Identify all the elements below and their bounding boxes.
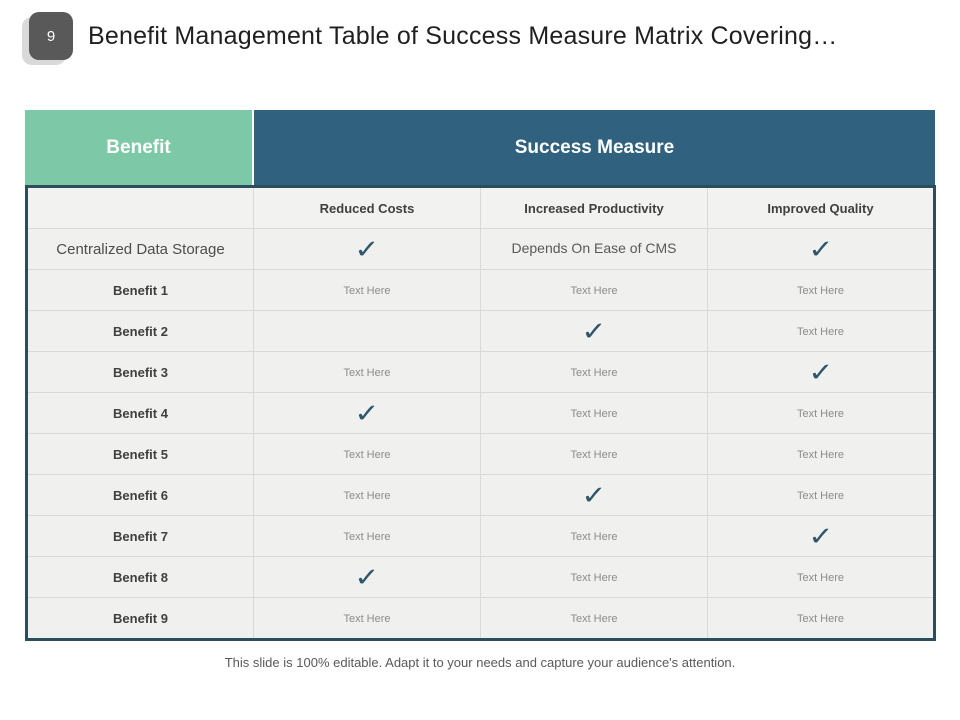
table-row: Benefit 6 Text Here ✓ Text Here	[26, 474, 935, 516]
column-header-reduced-costs: Reduced Costs	[253, 186, 481, 229]
check-cell: ✓	[253, 556, 481, 598]
benefit-header-cell: Benefit	[25, 110, 252, 185]
text-cell: Text Here	[253, 433, 481, 475]
cell-text: Text Here	[796, 490, 845, 502]
row-label: Benefit 3	[26, 351, 254, 393]
text-cell: Text Here	[253, 515, 481, 557]
text-cell: Text Here	[480, 433, 708, 475]
text-cell: Text Here	[253, 597, 481, 640]
text-cell: Text Here	[480, 597, 708, 640]
row-label: Centralized Data Storage	[26, 228, 254, 270]
cell-text: Text Here	[570, 285, 618, 297]
text-cell: Text Here	[253, 474, 481, 516]
cell-text: Depends On Ease of CMS	[511, 240, 677, 256]
text-cell: Text Here	[707, 269, 935, 311]
matrix-table: Reduced Costs Increased Productivity Imp…	[25, 185, 936, 641]
check-cell: ✓	[253, 392, 481, 434]
cell-text: Text Here	[570, 572, 618, 584]
check-cell: ✓	[253, 228, 481, 270]
editable-note: This slide is 100% editable. Adapt it to…	[224, 655, 736, 670]
cell-text: Text Here	[343, 285, 391, 297]
cell-text: Text Here	[796, 572, 845, 584]
text-cell: Text Here	[253, 269, 481, 311]
column-header-improved-quality: Improved Quality	[707, 186, 935, 229]
cell-text: Text Here	[570, 531, 618, 543]
text-cell: Text Here	[480, 515, 708, 557]
text-cell: Text Here	[480, 392, 708, 434]
check-icon: ✓	[354, 561, 380, 592]
text-cell: Text Here	[707, 597, 935, 640]
cell-text: Text Here	[570, 613, 618, 625]
table-row: Benefit 8 ✓ Text Here Text Here	[26, 556, 935, 598]
slide-number-badge: 9	[22, 10, 76, 66]
row-label: Benefit 4	[26, 392, 254, 434]
text-cell: Text Here	[253, 351, 481, 393]
row-label: Benefit 5	[26, 433, 254, 475]
text-cell: Text Here	[480, 269, 708, 311]
row-label: Benefit 2	[26, 310, 254, 352]
cell-text: Text Here	[796, 613, 845, 625]
check-cell: ✓	[480, 310, 708, 352]
text-cell: Text Here	[707, 310, 935, 352]
check-icon: ✓	[354, 397, 380, 428]
text-cell: Text Here	[480, 556, 708, 598]
cell-text: Text Here	[796, 449, 845, 461]
row-label: Benefit 9	[26, 597, 254, 640]
row-label: Benefit 8	[26, 556, 254, 598]
slide-number: 9	[29, 12, 73, 60]
header-divider	[252, 110, 254, 185]
check-icon: ✓	[807, 520, 834, 551]
text-cell: Text Here	[480, 351, 708, 393]
text-cell: Text Here	[707, 556, 935, 598]
check-icon: ✓	[807, 233, 834, 264]
empty-cell	[253, 310, 481, 352]
cell-text: Text Here	[796, 326, 845, 338]
table-row: Benefit 4 ✓ Text Here Text Here	[26, 392, 935, 434]
cell-text: Text Here	[796, 285, 845, 297]
cell-text: Text Here	[796, 408, 845, 420]
column-header-row: Reduced Costs Increased Productivity Imp…	[26, 186, 935, 229]
matrix-header: Benefit Success Measure	[25, 110, 935, 185]
empty-header-cell	[26, 186, 254, 229]
cell-text: Text Here	[570, 367, 618, 379]
success-measure-header-cell: Success Measure	[254, 110, 935, 185]
check-icon: ✓	[354, 233, 380, 264]
check-cell: ✓	[480, 474, 708, 516]
cell-text: Text Here	[343, 613, 391, 625]
text-cell: Text Here	[707, 392, 935, 434]
check-cell: ✓	[707, 228, 935, 270]
check-icon: ✓	[581, 315, 607, 346]
table-row: Benefit 9 Text Here Text Here Text Here	[26, 597, 935, 640]
table-row: Benefit 7 Text Here Text Here ✓	[26, 515, 935, 557]
table-row: Benefit 5 Text Here Text Here Text Here	[26, 433, 935, 475]
table-row: Centralized Data Storage ✓ Depends On Ease…	[26, 228, 935, 270]
text-cell: Text Here	[707, 433, 935, 475]
cell-text: Text Here	[343, 449, 391, 461]
table-row: Benefit 1 Text Here Text Here Text Here	[26, 269, 935, 311]
row-label: Benefit 1	[26, 269, 254, 311]
cell-text: Text Here	[570, 408, 618, 420]
page-title: Benefit Management Table of Success Meas…	[88, 22, 838, 50]
success-measure-matrix: Benefit Success Measure Reduced Costs In…	[25, 110, 936, 641]
check-icon: ✓	[581, 479, 607, 510]
cell-text: Text Here	[343, 490, 391, 502]
table-row: Benefit 3 Text Here Text Here ✓	[26, 351, 935, 393]
check-cell: ✓	[707, 515, 935, 557]
row-label: Benefit 6	[26, 474, 254, 516]
cell-text: Text Here	[570, 449, 618, 461]
table-row: Benefit 2 ✓ Text Here	[26, 310, 935, 352]
column-header-increased-productivity: Increased Productivity	[480, 186, 708, 229]
matrix-body: Reduced Costs Increased Productivity Imp…	[26, 186, 935, 640]
check-icon: ✓	[807, 356, 834, 387]
text-cell: Depends On Ease of CMS	[480, 228, 708, 270]
row-label: Benefit 7	[26, 515, 254, 557]
cell-text: Text Here	[343, 531, 391, 543]
check-cell: ✓	[707, 351, 935, 393]
cell-text: Text Here	[343, 367, 391, 379]
text-cell: Text Here	[707, 474, 935, 516]
